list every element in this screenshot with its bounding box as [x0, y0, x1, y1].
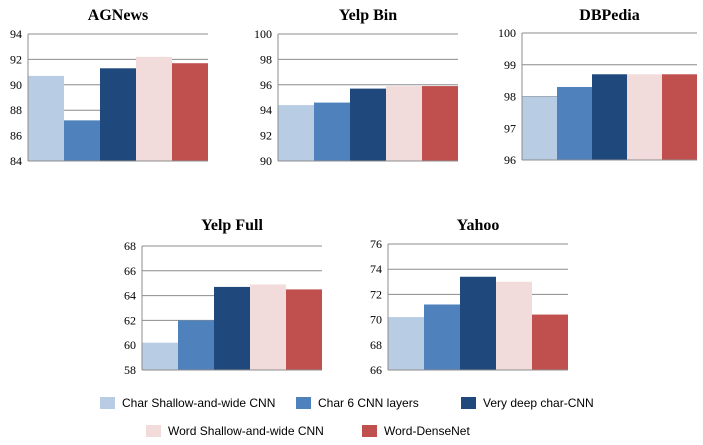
y-tick-label: 66: [124, 264, 136, 278]
legend-label: Char Shallow-and-wide CNN: [122, 396, 276, 410]
legend-label: Char 6 CNN layers: [318, 396, 419, 410]
bar-word-densenet: [172, 63, 208, 161]
y-tick-label: 97: [504, 121, 516, 135]
y-tick-label: 94: [10, 27, 22, 41]
chart-title: Yelp Bin: [339, 7, 397, 24]
bar-char-6-cnn-layers: [178, 320, 214, 370]
bar-char-shallow-and-wide-cnn: [142, 342, 178, 370]
bar-very-deep-char-cnn: [100, 68, 136, 161]
bar-char-6-cnn-layers: [64, 120, 100, 161]
bar-word-shallow-and-wide-cnn: [250, 284, 286, 370]
legend: Char Shallow-and-wide CNN Char 6 CNN lay…: [0, 392, 703, 445]
bar-word-shallow-and-wide-cnn: [627, 74, 662, 160]
bar-char-6-cnn-layers: [557, 86, 592, 160]
legend-swatch: [461, 397, 476, 409]
bar-very-deep-char-cnn: [214, 286, 250, 370]
y-tick-label: 66: [370, 363, 382, 377]
legend-swatch: [296, 397, 311, 409]
bar-char-6-cnn-layers: [424, 304, 460, 370]
chart-title: DBPedia: [579, 7, 639, 24]
y-tick-label: 94: [260, 103, 272, 117]
y-tick-label: 68: [370, 338, 382, 352]
bar-word-densenet: [422, 86, 458, 161]
y-tick-label: 92: [260, 129, 272, 143]
legend-item-char-shallow-wide: Char Shallow-and-wide CNN: [100, 396, 275, 410]
bar-word-densenet: [532, 314, 568, 370]
bar-very-deep-char-cnn: [460, 276, 496, 370]
bar-word-shallow-and-wide-cnn: [496, 281, 532, 370]
legend-item-very-deep-char-cnn: Very deep char-CNN: [461, 396, 594, 410]
legend-swatch: [100, 397, 115, 409]
y-tick-label: 88: [10, 103, 22, 117]
y-tick-label: 72: [370, 287, 382, 301]
y-tick-label: 98: [260, 52, 272, 66]
y-tick-label: 99: [504, 58, 516, 72]
bar-very-deep-char-cnn: [592, 74, 627, 160]
legend-label: Word Shallow-and-wide CNN: [168, 424, 324, 438]
y-tick-label: 60: [124, 338, 136, 352]
y-tick-label: 100: [254, 27, 272, 41]
chart-panel-yahoo: Yahoo 66 68 70 72 74 76: [370, 217, 568, 377]
bar-char-6-cnn-layers: [314, 102, 350, 161]
chart-title: AGNews: [88, 7, 148, 24]
y-tick-label: 74: [370, 262, 382, 276]
y-tick-label: 70: [370, 313, 382, 327]
legend-label: Very deep char-CNN: [483, 396, 594, 410]
y-tick-label: 96: [260, 78, 272, 92]
legend-swatch: [362, 425, 377, 437]
chart-title: Yahoo: [457, 217, 500, 234]
chart-panel-yelp-full: Yelp Full 58 60 62 64 66 68: [124, 217, 322, 377]
legend-label: Word-DenseNet: [384, 424, 470, 438]
y-tick-label: 90: [260, 154, 272, 168]
y-tick-label: 86: [10, 129, 22, 143]
bar-word-shallow-and-wide-cnn: [136, 56, 172, 161]
bar-word-densenet: [662, 74, 697, 160]
y-tick-label: 98: [504, 90, 516, 104]
y-tick-label: 96: [504, 153, 516, 167]
legend-item-word-densenet: Word-DenseNet: [362, 424, 470, 438]
y-tick-label: 100: [498, 26, 516, 40]
bar-word-densenet: [286, 289, 322, 370]
y-tick-label: 68: [124, 239, 136, 253]
legend-item-word-shallow-wide: Word Shallow-and-wide CNN: [146, 424, 324, 438]
y-tick-label: 62: [124, 313, 136, 327]
legend-item-char-6-cnn: Char 6 CNN layers: [296, 396, 419, 410]
y-tick-label: 92: [10, 52, 22, 66]
chart-title: Yelp Full: [201, 217, 263, 234]
bar-char-shallow-and-wide-cnn: [278, 105, 314, 161]
bar-char-shallow-and-wide-cnn: [28, 75, 64, 161]
chart-panel-agnews: AGNews 84 86 88 90 92 94: [10, 7, 208, 168]
y-tick-label: 64: [124, 289, 136, 303]
y-tick-label: 90: [10, 78, 22, 92]
y-tick-label: 84: [10, 154, 22, 168]
bar-char-shallow-and-wide-cnn: [522, 96, 557, 160]
chart-panel-yelp-bin: Yelp Bin 90 92 94 96 98 100: [254, 7, 458, 168]
y-tick-label: 76: [370, 237, 382, 251]
bar-word-shallow-and-wide-cnn: [386, 86, 422, 161]
legend-swatch: [146, 425, 161, 437]
bar-char-shallow-and-wide-cnn: [388, 317, 424, 370]
bar-very-deep-char-cnn: [350, 88, 386, 161]
y-tick-label: 58: [124, 363, 136, 377]
chart-panel-dbpedia: DBPedia 96 97 98 99 100: [498, 7, 697, 167]
